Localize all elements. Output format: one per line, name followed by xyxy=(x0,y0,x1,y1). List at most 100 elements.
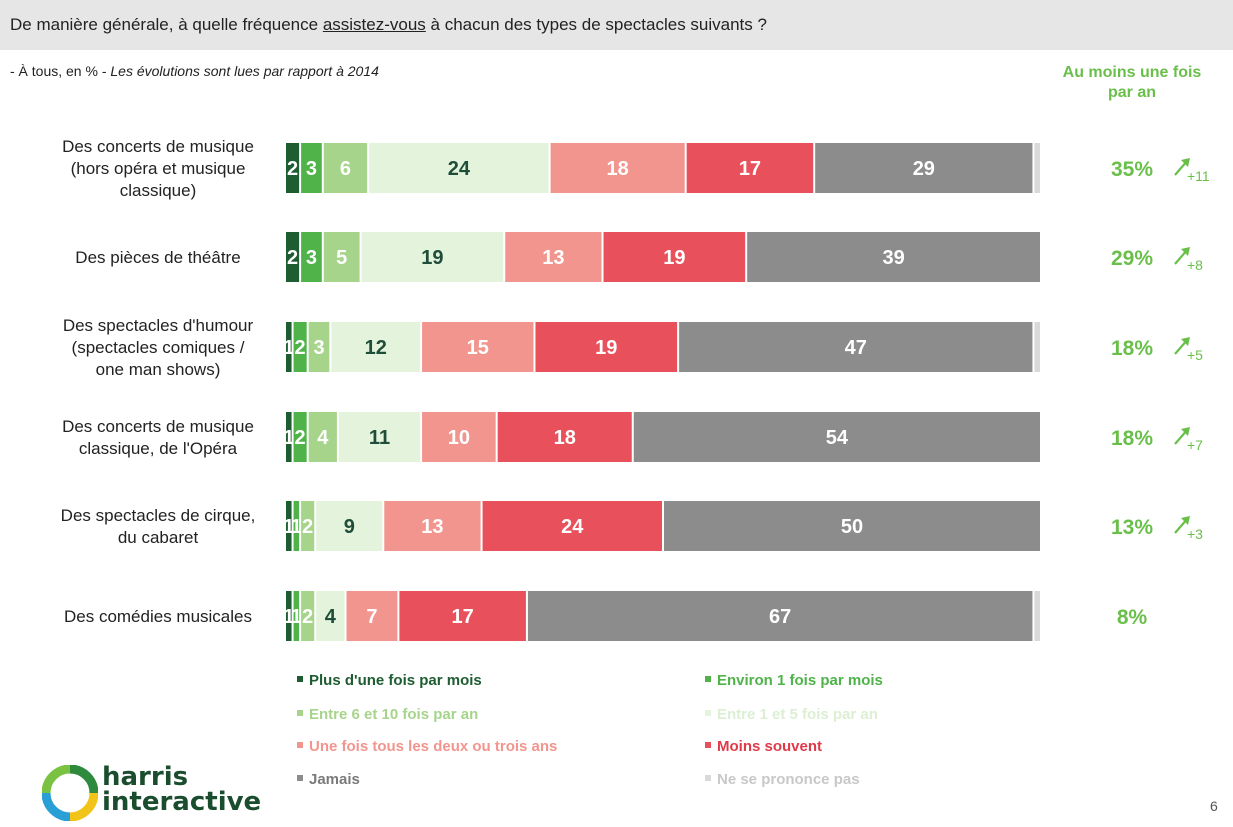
bar-segment xyxy=(679,322,1033,372)
bar-segment xyxy=(301,143,322,193)
evolution-value: +11 xyxy=(1187,168,1210,184)
data-label: 3 xyxy=(306,247,317,269)
data-label: 24 xyxy=(448,158,471,180)
bar-segment xyxy=(323,232,360,282)
legend-item: Une fois tous les deux ou trois ans xyxy=(297,738,557,755)
category-label: Des concerts de musique xyxy=(62,137,254,156)
data-label: 3 xyxy=(306,158,317,180)
data-label: 18 xyxy=(554,427,576,449)
data-label: 1 xyxy=(291,606,302,628)
legend-swatch xyxy=(297,710,303,717)
arrow-head xyxy=(1181,158,1190,167)
bar-segment xyxy=(301,591,315,641)
data-label: 17 xyxy=(452,606,474,628)
bar-segment xyxy=(286,322,292,372)
category-label: classique) xyxy=(120,181,197,200)
bar-segment xyxy=(1034,322,1040,372)
data-label: 3 xyxy=(313,337,324,359)
bar-segment xyxy=(346,591,398,641)
data-label: 9 xyxy=(344,516,355,538)
data-label: 1 xyxy=(283,337,294,359)
bar-segment xyxy=(308,322,330,372)
bar-segment xyxy=(603,232,746,282)
legend-swatch xyxy=(705,710,711,717)
logo-line1: harris xyxy=(102,762,189,792)
bar-segment xyxy=(1034,143,1040,193)
category-label: Des spectacles d'humour xyxy=(63,316,254,335)
data-label: 6 xyxy=(340,158,351,180)
data-label: 2 xyxy=(287,247,298,269)
bar-segment xyxy=(293,501,300,551)
data-label: 2 xyxy=(302,606,313,628)
question-suffix: à chacun des types de spectacles suivant… xyxy=(425,15,767,34)
subtitle-italic: Les évolutions sont lues par rapport à 2… xyxy=(110,63,379,79)
bar-segment xyxy=(482,501,662,551)
at-least-once-value: 13% xyxy=(1111,516,1153,539)
question-underlined: assistez-vous xyxy=(322,15,426,34)
bar-segment xyxy=(505,232,602,282)
legend-item: Entre 1 et 5 fois par an xyxy=(705,706,878,723)
data-label: 39 xyxy=(882,247,904,269)
bar-segment xyxy=(286,591,292,641)
at-least-once-value: 29% xyxy=(1111,247,1153,270)
legend-label: Environ 1 fois par mois xyxy=(717,672,883,689)
up-right-arrow-icon xyxy=(1174,158,1190,176)
bar-segment xyxy=(550,143,685,193)
bar-segment xyxy=(747,232,1040,282)
data-label: 24 xyxy=(561,516,584,538)
data-label: 29 xyxy=(913,158,935,180)
at-least-once-title: Au moins une fois par an xyxy=(1062,64,1202,101)
category-label: Des concerts de musique xyxy=(62,417,254,436)
bar-segment xyxy=(384,501,481,551)
question-title: De manière générale, à quelle fréquence … xyxy=(10,15,767,35)
bar-segment xyxy=(293,322,307,372)
data-label: 19 xyxy=(595,337,617,359)
legend-swatch xyxy=(705,676,711,683)
bar-segment xyxy=(286,501,292,551)
bar-segment xyxy=(338,412,421,462)
category-label: du cabaret xyxy=(118,528,199,547)
data-label: 4 xyxy=(317,427,329,449)
evolution-value: +8 xyxy=(1187,257,1203,273)
category-label: Des spectacles de cirque, xyxy=(61,506,256,525)
bar-segment xyxy=(308,412,337,462)
category-label: (hors opéra et musique xyxy=(71,159,246,178)
bar-segment xyxy=(361,232,504,282)
bar-segment xyxy=(369,143,549,193)
bar-segment xyxy=(815,143,1033,193)
category-label: (spectacles comiques / xyxy=(72,338,245,357)
category-label: Des pièces de théâtre xyxy=(75,248,240,267)
category-label: one man shows) xyxy=(96,360,221,379)
header-band xyxy=(0,0,1233,50)
data-label: 2 xyxy=(287,158,298,180)
arrow-head xyxy=(1181,337,1190,346)
bar-segment xyxy=(301,501,315,551)
legend-item: Moins souvent xyxy=(705,738,822,755)
legend-label: Ne se prononce pas xyxy=(717,771,860,788)
legend-swatch xyxy=(705,775,711,782)
data-label: 2 xyxy=(302,516,313,538)
bar-segment xyxy=(316,591,345,641)
arrow-head xyxy=(1181,427,1190,436)
at-least-once-value: 18% xyxy=(1111,427,1153,450)
bar-segment xyxy=(422,412,496,462)
data-label: 1 xyxy=(283,606,294,628)
bar-segment xyxy=(535,322,678,372)
stacked-bar-chart: Des concerts de musique (hors opéra et mu… xyxy=(61,137,1210,641)
bar-segment xyxy=(633,412,1040,462)
harris-logo: harris interactive xyxy=(40,762,261,823)
arrow-head xyxy=(1181,516,1190,525)
up-right-arrow-icon xyxy=(1174,516,1190,534)
data-label: 13 xyxy=(542,247,564,269)
data-label: 11 xyxy=(369,427,390,449)
data-label: 18 xyxy=(607,158,629,180)
category-label: classique, de l'Opéra xyxy=(79,439,238,458)
data-label: 13 xyxy=(421,516,443,538)
data-label: 1 xyxy=(291,516,302,538)
bar-segment xyxy=(331,322,421,372)
data-label: 2 xyxy=(295,427,306,449)
data-label: 12 xyxy=(365,337,387,359)
legend-label: Entre 6 et 10 fois par an xyxy=(309,706,479,723)
at-least-once-value: 35% xyxy=(1111,158,1153,181)
at-least-once-value: 18% xyxy=(1111,337,1153,360)
